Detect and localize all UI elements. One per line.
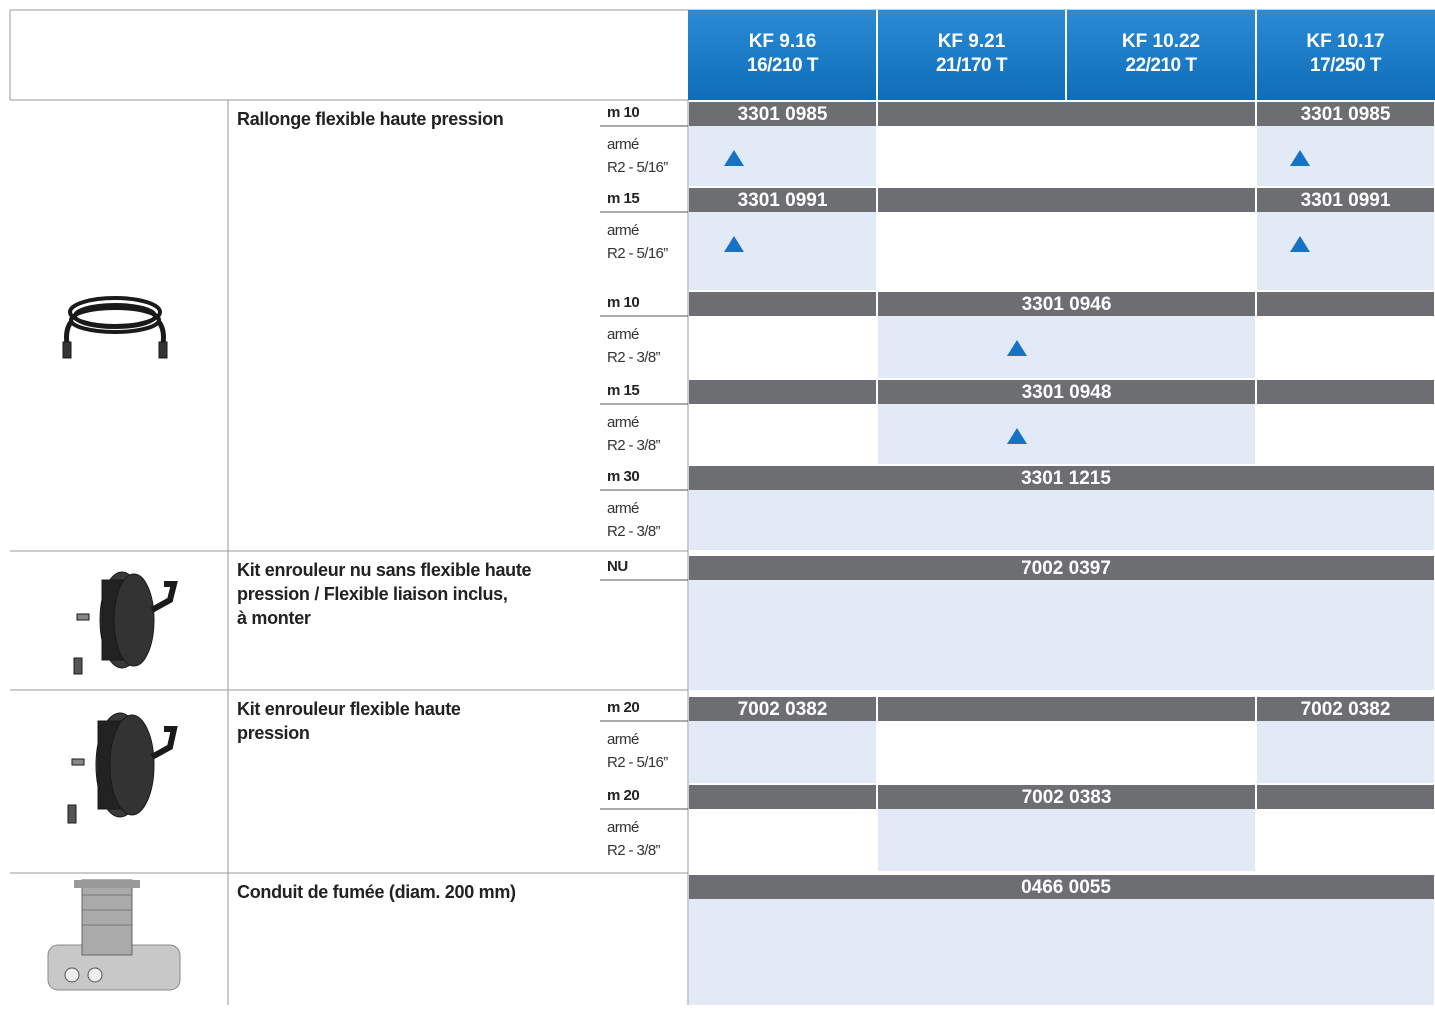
- availability-marker: [1290, 236, 1310, 252]
- item-description: Kit enrouleur nu sans flexible haute: [237, 560, 532, 580]
- available-cell: [878, 809, 1255, 871]
- model-name: KF 9.21: [938, 31, 1006, 52]
- available-cell: [1257, 126, 1434, 186]
- model-rating: 21/170 T: [936, 55, 1008, 76]
- hose-detail: R2 - 5/16”: [607, 245, 668, 262]
- available-cell: [689, 721, 876, 783]
- hose-detail: R2 - 3/8”: [607, 437, 661, 454]
- code-bar: [689, 292, 876, 316]
- code-bar: [1257, 188, 1434, 212]
- hose-detail: R2 - 3/8”: [607, 349, 661, 366]
- article-code: 3301 0991: [1301, 190, 1391, 211]
- code-bar: [689, 466, 1434, 490]
- code-bar: [689, 380, 876, 404]
- code-bar: [689, 556, 1434, 580]
- model-rating: 22/210 T: [1126, 55, 1198, 76]
- hose-detail: armé: [607, 222, 639, 239]
- item-description: Conduit de fumée (diam. 200 mm): [237, 882, 516, 902]
- availability-marker: [724, 236, 744, 252]
- code-bar: [1257, 697, 1434, 721]
- hose-detail: armé: [607, 500, 639, 517]
- article-code: 7002 0382: [1301, 699, 1391, 720]
- availability-marker: [1007, 428, 1027, 444]
- chimney-image: [47, 879, 181, 991]
- article-code: 7002 0397: [1021, 558, 1111, 579]
- code-bar: [1257, 785, 1434, 809]
- code-bar: [689, 102, 876, 126]
- model-name: KF 10.17: [1306, 31, 1384, 52]
- model-rating: 16/210 T: [747, 55, 819, 76]
- item-description: pression / Flexible liaison inclus,: [237, 584, 508, 604]
- availability-marker: [724, 150, 744, 166]
- length-label: m 15: [607, 382, 639, 399]
- code-bar: [878, 102, 1255, 126]
- code-bar: [689, 188, 876, 212]
- item-description: Kit enrouleur flexible haute: [237, 699, 461, 719]
- code-bar: [1257, 292, 1434, 316]
- available-cell: [689, 580, 1434, 690]
- hose-detail: armé: [607, 731, 639, 748]
- hose-detail: armé: [607, 136, 639, 153]
- reel-image: [73, 571, 178, 675]
- code-bar: [689, 875, 1434, 899]
- code-bar: [1257, 102, 1434, 126]
- hose-image: [62, 296, 168, 359]
- item-description: à monter: [237, 608, 311, 628]
- length-label: NU: [607, 558, 628, 575]
- code-bar: [1257, 380, 1434, 404]
- available-cell: [689, 899, 1434, 1005]
- available-cell: [689, 212, 876, 290]
- model-name: KF 9.16: [749, 31, 817, 52]
- available-cell: [1257, 721, 1434, 783]
- hose-detail: R2 - 3/8”: [607, 842, 661, 859]
- code-bar: [878, 292, 1255, 316]
- item-description: Rallonge flexible haute pression: [237, 109, 503, 129]
- header-band: [688, 10, 1435, 100]
- available-cell: [878, 404, 1255, 464]
- code-bar: [689, 785, 876, 809]
- reel-image: [67, 712, 178, 824]
- model-rating: 17/250 T: [1310, 55, 1382, 76]
- article-code: 7002 0382: [738, 699, 828, 720]
- item-description: pression: [237, 723, 310, 743]
- availability-marker: [1290, 150, 1310, 166]
- length-label: m 30: [607, 468, 639, 485]
- hose-detail: R2 - 5/16”: [607, 754, 668, 771]
- length-label: m 20: [607, 787, 639, 804]
- availability-marker: [1007, 340, 1027, 356]
- article-code: 3301 0991: [738, 190, 828, 211]
- article-code: 0466 0055: [1021, 877, 1111, 898]
- code-bar: [878, 697, 1255, 721]
- code-bar: [878, 380, 1255, 404]
- model-name: KF 10.22: [1122, 31, 1200, 52]
- hose-detail: R2 - 5/16”: [607, 159, 668, 176]
- article-code: 7002 0383: [1022, 787, 1112, 808]
- hose-detail: armé: [607, 414, 639, 431]
- available-cell: [689, 126, 876, 186]
- article-code: 3301 0946: [1022, 294, 1112, 315]
- length-label: m 10: [607, 294, 639, 311]
- article-code: 3301 1215: [1021, 468, 1111, 489]
- article-code: 3301 0985: [1301, 104, 1391, 125]
- available-cell: [878, 316, 1255, 378]
- article-code: 3301 0985: [738, 104, 828, 125]
- hose-detail: R2 - 3/8”: [607, 523, 661, 540]
- available-cell: [1257, 212, 1434, 290]
- code-bar: [878, 188, 1255, 212]
- hose-detail: armé: [607, 326, 639, 343]
- length-label: m 20: [607, 699, 639, 716]
- code-bar: [689, 697, 876, 721]
- available-cell: [689, 490, 1434, 550]
- article-code: 3301 0948: [1022, 382, 1112, 403]
- hose-detail: armé: [607, 819, 639, 836]
- length-label: m 15: [607, 190, 639, 207]
- length-label: m 10: [607, 104, 639, 121]
- code-bar: [878, 785, 1255, 809]
